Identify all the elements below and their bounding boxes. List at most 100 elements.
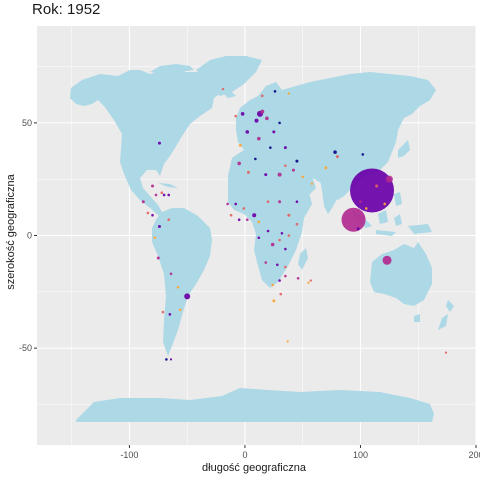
land-south-america: [152, 208, 212, 356]
data-point: [242, 207, 246, 210]
data-point: [280, 231, 284, 235]
data-point: [157, 141, 161, 145]
x-tick-label: 0: [242, 450, 247, 460]
data-point: [356, 227, 360, 231]
data-point: [254, 157, 257, 161]
data-point: [162, 193, 166, 197]
chart-title: Rok: 1952: [32, 1, 101, 18]
land-indonesia: [352, 210, 432, 236]
data-point: [254, 118, 259, 123]
data-point: [252, 213, 257, 218]
data-point: [169, 272, 173, 276]
data-point: [269, 146, 272, 149]
land-scandinavia: [258, 82, 282, 114]
data-point: [245, 130, 250, 134]
data-point: [283, 146, 287, 150]
land-iceland: [224, 92, 236, 98]
data-point: [310, 182, 314, 185]
data-point: [169, 358, 173, 361]
x-axis-title: długość geograficzna: [202, 462, 307, 474]
data-point: [375, 184, 379, 188]
data-point: [286, 340, 289, 343]
data-point: [307, 281, 310, 285]
data-point: [270, 242, 275, 247]
data-point: [284, 247, 287, 251]
data-point: [284, 164, 287, 167]
x-tick-label: 100: [353, 450, 368, 460]
data-point: [160, 191, 164, 194]
land-masses: [70, 56, 454, 422]
data-point: [167, 218, 170, 222]
data-point: [176, 286, 180, 289]
data-point: [273, 90, 277, 93]
data-point: [264, 261, 268, 264]
data-point: [141, 200, 145, 204]
land-tasmania: [414, 314, 420, 322]
points-layer: [141, 87, 448, 361]
data-point: [295, 222, 299, 226]
data-point: [257, 220, 261, 224]
data-point: [264, 173, 268, 177]
data-point: [237, 218, 241, 222]
data-point: [272, 130, 276, 134]
data-point: [324, 166, 328, 170]
data-point: [361, 153, 365, 156]
land-arctic-islands: [150, 64, 194, 74]
data-point: [229, 213, 233, 217]
data-point: [234, 114, 238, 118]
data-point: [309, 279, 312, 282]
land-british-isles: [240, 103, 253, 118]
data-point: [237, 161, 241, 166]
data-point: [168, 313, 172, 316]
data-point: [350, 168, 395, 213]
data-point: [278, 121, 281, 125]
data-point: [287, 234, 291, 237]
data-point: [287, 92, 291, 95]
y-tick-label: 0: [27, 231, 32, 241]
data-point: [275, 263, 279, 267]
data-point: [295, 159, 299, 163]
y-tick-label: 50: [22, 118, 32, 128]
data-point: [271, 283, 274, 287]
land-madagascar: [298, 248, 308, 270]
data-point: [221, 87, 225, 91]
y-tick-label: -50: [19, 343, 32, 353]
x-tick-label: 200: [468, 450, 480, 460]
data-point: [291, 168, 295, 172]
data-point: [333, 150, 337, 154]
data-point: [296, 277, 300, 280]
data-point: [383, 202, 387, 206]
y-axis-title: szerokość geograficzna: [5, 173, 17, 289]
data-point: [240, 112, 245, 116]
data-point: [154, 193, 158, 197]
data-point: [257, 136, 261, 141]
data-point: [156, 256, 160, 260]
data-point: [278, 238, 281, 242]
data-point: [364, 207, 368, 210]
data-point: [266, 200, 270, 204]
data-point: [151, 184, 155, 188]
data-point: [341, 207, 366, 232]
land-japan: [398, 140, 410, 158]
data-point: [272, 299, 276, 303]
data-point: [301, 175, 305, 179]
land-antarctica: [76, 388, 434, 422]
data-point: [257, 236, 261, 240]
data-point: [382, 255, 392, 265]
data-point: [284, 274, 287, 278]
land-new-zealand: [438, 300, 454, 330]
data-point: [178, 308, 182, 312]
data-point: [277, 172, 282, 177]
land-cuba: [158, 183, 178, 188]
data-point: [359, 200, 362, 204]
data-point: [238, 143, 242, 147]
data-point: [284, 265, 287, 269]
ticks-layer: -100 0 100 200 -50 0 50: [19, 118, 480, 460]
data-point: [385, 175, 393, 183]
land-north-america: [70, 68, 236, 216]
data-point: [161, 310, 165, 314]
data-point: [335, 155, 339, 159]
land-africa: [228, 150, 312, 288]
data-point: [278, 200, 282, 204]
